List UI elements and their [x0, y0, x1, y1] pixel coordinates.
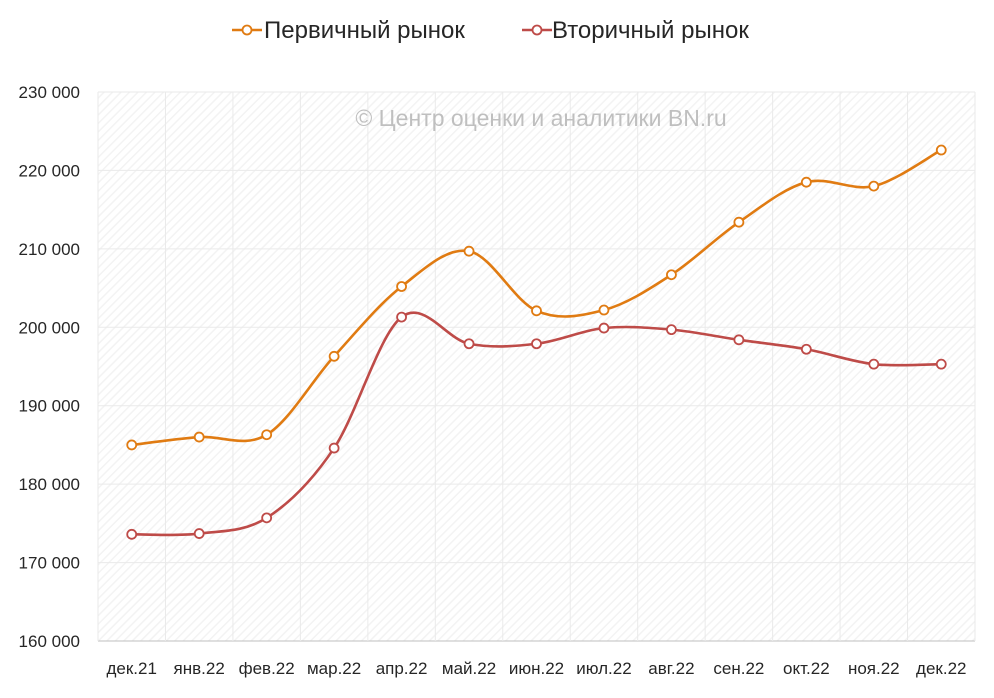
- x-tick-label: ноя.22: [848, 659, 900, 678]
- legend-label: Вторичный рынок: [552, 17, 749, 44]
- data-point: [733, 334, 745, 346]
- y-tick-label: 180 000: [19, 475, 80, 494]
- x-tick-label: сен.22: [713, 659, 764, 678]
- series-0: [126, 144, 947, 451]
- data-point: [328, 350, 340, 362]
- y-tick-label: 190 000: [19, 397, 80, 416]
- y-tick-label: 230 000: [19, 83, 80, 102]
- y-tick-label: 200 000: [19, 318, 80, 337]
- series-1: [126, 311, 947, 540]
- legend-item: Первичный рынок: [232, 17, 465, 44]
- data-point: [868, 180, 880, 192]
- data-point: [328, 442, 340, 454]
- data-point: [531, 305, 542, 317]
- plot-area-background: [98, 92, 975, 641]
- data-point: [800, 343, 812, 355]
- series-lines: [126, 144, 947, 540]
- data-point: [193, 431, 205, 443]
- data-point: [666, 269, 677, 281]
- data-point: [935, 144, 947, 156]
- x-tick-label: июн.22: [509, 659, 564, 678]
- x-tick-label: апр.22: [376, 659, 428, 678]
- y-tick-label: 220 000: [19, 161, 80, 180]
- x-tick-label: янв.22: [174, 659, 225, 678]
- data-point: [666, 324, 677, 336]
- x-tick-label: дек.21: [107, 659, 157, 678]
- data-point: [193, 528, 205, 539]
- x-tick-label: окт.22: [783, 659, 830, 678]
- data-point: [531, 338, 542, 350]
- legend-marker: [241, 24, 253, 36]
- y-tick-label: 160 000: [19, 632, 80, 651]
- data-point: [261, 512, 273, 524]
- x-tick-label: авг.22: [648, 659, 694, 678]
- x-tick-label: мар.22: [307, 659, 361, 678]
- data-point: [396, 311, 407, 323]
- data-point: [396, 281, 407, 292]
- data-point: [733, 216, 745, 228]
- data-point: [463, 338, 475, 350]
- legend-item: Вторичный рынок: [522, 17, 749, 44]
- legend-marker: [531, 24, 543, 36]
- data-point: [935, 358, 947, 370]
- data-point: [868, 358, 880, 370]
- x-tick-label: июл.22: [576, 659, 631, 678]
- x-axis-tick-labels: дек.21 янв.22 фев.22 мар.22 апр.22 май.22 июн.…: [107, 659, 967, 678]
- data-point: [463, 245, 475, 257]
- y-tick-label: 210 000: [19, 240, 80, 259]
- data-point: [261, 429, 273, 441]
- data-point: [598, 322, 610, 334]
- data-point: [126, 528, 138, 540]
- legend-label: Первичный рынок: [264, 17, 465, 44]
- y-tick-label: 170 000: [19, 554, 80, 573]
- data-point: [598, 304, 610, 316]
- watermark: © Центр оценки и аналитики BN.ru: [355, 105, 726, 131]
- data-point: [126, 439, 138, 451]
- y-axis-tick-labels: 160 000 170 000 180 000 190 000 200 000 210 0…: [19, 83, 80, 651]
- x-tick-label: фев.22: [239, 659, 295, 678]
- x-tick-label: май.22: [442, 659, 496, 678]
- x-tick-label: дек.22: [916, 659, 966, 678]
- data-point: [800, 176, 812, 188]
- gridlines: [97, 91, 976, 642]
- legend: Первичный рынок Вторичный рынок: [232, 17, 749, 44]
